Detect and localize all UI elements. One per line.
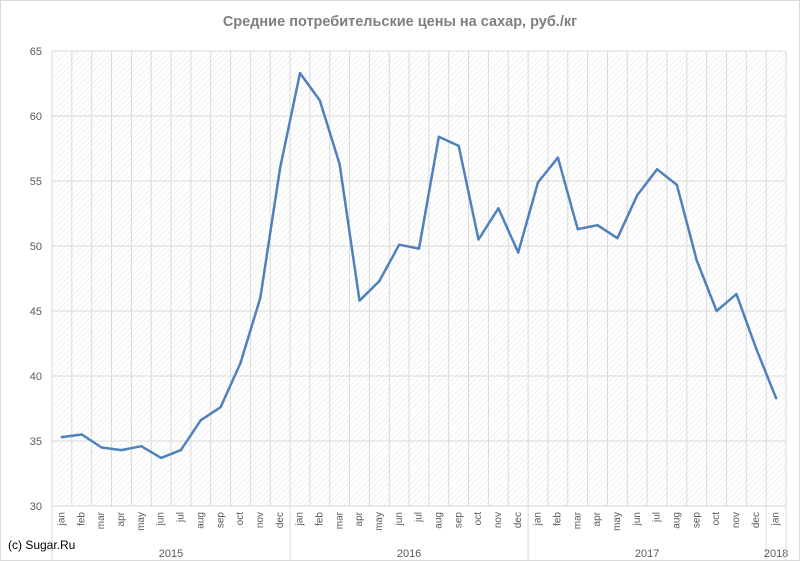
x-tick-label: jul [652,512,663,523]
y-tick-label: 40 [30,371,42,383]
data-point [239,361,242,365]
x-tick-label: feb [314,512,325,526]
data-point [318,99,322,102]
x-tick-label: apr [116,511,127,526]
data-point [199,419,202,422]
x-tick-label: dec [275,512,286,528]
x-tick-label: oct [473,512,484,526]
data-point [60,435,64,439]
y-tick-label: 50 [30,241,42,253]
data-point [219,406,222,409]
data-point [179,448,183,452]
x-tick-label: oct [711,512,722,526]
year-label: 2015 [159,548,183,560]
data-point [516,251,520,254]
data-point [259,296,262,300]
x-tick-label: aug [433,512,444,529]
data-point [358,299,361,302]
x-tick-label: jun [156,512,167,526]
x-tick-label: sep [691,512,702,529]
data-point [120,448,123,452]
x-tick-label: sep [215,512,226,529]
data-point [576,227,579,231]
x-tick-label: oct [235,512,246,526]
x-tick-label: may [374,512,385,531]
y-axis: 30 35 40 45 50 55 60 65 [30,46,42,513]
year-label: 2017 [635,548,659,560]
x-tick-label: jul [414,512,425,523]
x-tick-label: nov [493,512,504,528]
x-tick-label: nov [731,512,742,528]
data-point [417,247,421,250]
data-point [159,456,163,460]
credit-text: (c) Sugar.Ru [8,538,76,552]
data-point [675,183,679,187]
x-tick-label: jun [632,512,643,526]
data-point [695,259,698,262]
x-tick-label: nov [255,512,266,528]
series-group [60,71,778,460]
data-point [298,71,302,75]
data-point [715,309,718,313]
data-point [556,156,560,159]
data-point [278,166,282,170]
chart-title: Средние потребительские цены на сахар, р… [222,14,578,30]
x-tick-label: apr [354,511,365,526]
x-tick-label: mar [334,511,345,529]
x-tick-label: aug [672,512,683,529]
x-tick-label: jun [394,512,405,526]
x-tick-label: jan [533,512,544,526]
data-point [338,162,341,166]
x-tick-label: jan [57,512,68,526]
x-tick-label: feb [553,512,564,526]
x-tick-label: mar [96,511,107,529]
data-point [616,237,619,240]
year-label: 2018 [764,548,788,560]
x-tick-label: mar [572,511,583,529]
data-point [774,396,778,400]
data-point [596,224,599,227]
data-point [140,445,143,448]
x-tick-label: may [136,512,147,531]
data-point [477,238,480,241]
gridlines [51,50,787,507]
x-tick-label: dec [751,512,762,528]
data-point [497,207,500,210]
y-tick-label: 30 [30,501,42,513]
data-point [80,433,83,436]
x-tick-label: jan [771,512,782,526]
data-point [655,168,659,171]
y-tick-label: 60 [30,111,42,123]
year-label: 2016 [397,548,421,560]
x-axis: jan feb mar apr may jun jul aug sep oct nov dec jan f… [51,506,788,561]
data-point [636,194,639,197]
y-tick-label: 55 [30,176,42,188]
data-point [437,135,441,138]
data-point [755,347,758,350]
y-tick-label: 45 [30,306,42,318]
x-tick-label: apr [592,511,603,526]
x-tick-label: feb [76,512,87,526]
data-point [100,446,103,449]
x-tick-label: may [612,512,623,531]
y-tick-label: 35 [30,436,42,448]
data-point [397,243,401,246]
data-point [536,181,540,184]
plot-area [52,51,786,506]
x-tick-label: jul [176,512,187,523]
data-point [735,292,738,296]
data-point [378,279,381,283]
x-tick-label: sep [453,512,464,529]
y-tick-label: 65 [30,46,42,58]
x-tick-label: jan [295,512,306,526]
x-tick-label: aug [195,512,206,529]
data-point [457,144,460,148]
x-tick-label: dec [513,512,524,528]
